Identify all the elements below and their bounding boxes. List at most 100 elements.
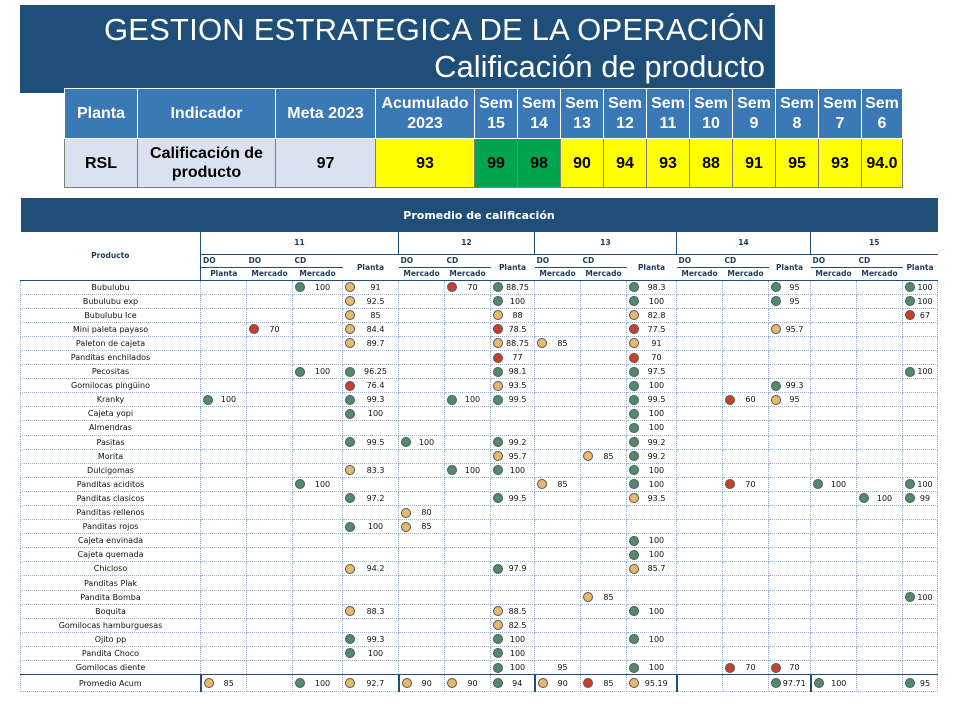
rating-value: 95	[919, 678, 931, 688]
rating-cell	[810, 434, 857, 450]
table-row: Panditas enchilados 77 70	[20, 349, 939, 366]
status-dot-icon	[771, 282, 781, 293]
rating-cell	[676, 561, 723, 577]
rating-value: 80	[421, 508, 432, 518]
rating-cell	[246, 519, 293, 535]
rating-cell	[444, 434, 491, 450]
kpi-header-cell: Indicador	[137, 88, 276, 139]
rating-cell	[626, 575, 677, 591]
rating-cell	[580, 364, 627, 380]
rating-cell	[810, 533, 857, 549]
product-name: Bubulubu	[20, 279, 201, 295]
rating-cell: 94.2	[342, 561, 399, 577]
rating-cell	[246, 504, 293, 521]
status-dot-icon	[295, 479, 305, 490]
rating-cell	[200, 448, 247, 464]
rating-value: 82.5	[508, 620, 527, 630]
table-row: Boquita 88.3 88.5 100	[20, 603, 939, 619]
rating-value: 70	[789, 663, 800, 673]
product-name: Pandita Choco	[20, 645, 201, 662]
rating-cell	[342, 589, 399, 605]
kpi-header-cell: Sem 12	[603, 88, 647, 139]
column-header-top: CD	[580, 254, 627, 268]
rating-cell: 95	[901, 674, 939, 693]
rating-value: 70	[269, 324, 280, 334]
product-name: Cajeta quemada	[20, 547, 201, 563]
rating-cell: 70	[722, 476, 769, 492]
rating-value: 84.4	[366, 324, 385, 334]
rating-cell	[810, 378, 857, 394]
rating-value: 99.5	[647, 395, 666, 405]
rating-cell	[676, 519, 723, 535]
rating-cell	[292, 603, 343, 619]
rating-cell	[901, 420, 939, 436]
status-dot-icon	[629, 408, 639, 419]
product-name: Pandita Bomba	[20, 589, 201, 605]
column-header-sub: Mercado	[444, 267, 491, 281]
rating-value: 67	[919, 310, 931, 320]
rating-cell	[580, 335, 627, 351]
status-dot-icon	[905, 592, 915, 603]
column-header-sub: Mercado	[676, 267, 723, 281]
table-row: Mini paleta payaso 70 84.4 78.5 77.5 95.7	[20, 321, 939, 337]
rating-cell	[398, 307, 445, 323]
rating-cell	[856, 617, 903, 633]
rating-cell	[292, 378, 343, 394]
table-row: Panditas rojos 100 85	[20, 519, 939, 535]
rating-cell	[444, 406, 491, 422]
rating-cell	[292, 490, 343, 507]
status-dot-icon	[629, 310, 639, 321]
rating-cell	[444, 448, 491, 464]
rating-cell	[246, 349, 293, 366]
status-dot-icon	[583, 678, 593, 689]
rating-value: 70	[745, 663, 756, 673]
rating-value: 100	[648, 550, 665, 560]
rating-cell	[292, 307, 343, 323]
column-header-planta: Planta	[902, 254, 938, 281]
rating-value: 100	[418, 437, 435, 447]
rating-cell: 88.5	[490, 603, 535, 619]
rating-cell	[246, 420, 293, 436]
rating-cell: 70	[722, 660, 769, 676]
table-row: Gomilocas diente 100 95 100 70 70	[20, 660, 939, 676]
rating-value: 99.5	[508, 493, 527, 503]
table-row: Gomilocas pingüino 76.4 93.5 100 99.3	[20, 378, 939, 394]
rating-cell: 85	[199, 674, 247, 693]
rating-cell	[722, 631, 769, 647]
rating-value: 85	[421, 522, 432, 532]
rating-cell	[342, 448, 399, 464]
rating-cell	[444, 519, 491, 535]
rating-cell	[292, 392, 343, 408]
rating-cell	[676, 364, 723, 380]
rating-cell	[901, 378, 939, 394]
status-dot-icon	[345, 310, 355, 321]
rating-cell: 100	[490, 293, 535, 309]
rating-value: 95	[789, 282, 800, 292]
rating-cell	[444, 335, 491, 351]
rating-cell	[398, 279, 445, 295]
status-dot-icon	[629, 352, 639, 363]
status-dot-icon	[493, 394, 503, 405]
rating-value: 100	[648, 423, 665, 433]
column-header-top: DO	[246, 254, 293, 268]
rating-value: 100	[831, 678, 847, 688]
rating-cell	[722, 547, 769, 563]
rating-cell	[342, 504, 399, 521]
rating-cell	[768, 617, 811, 633]
rating-cell	[200, 434, 247, 450]
status-dot-icon	[493, 634, 503, 645]
rating-cell: 77	[490, 349, 535, 366]
rating-value: 82.8	[647, 310, 666, 320]
rating-cell	[676, 589, 723, 605]
status-dot-icon	[345, 437, 355, 448]
rating-cell	[856, 335, 903, 351]
rating-cell: 100	[490, 645, 535, 662]
column-header-top: CD	[292, 254, 343, 268]
kpi-value-cell: 94.0	[861, 138, 903, 188]
rating-cell	[856, 392, 903, 408]
column-header-sub: Mercado	[722, 267, 769, 281]
rating-value: 100	[509, 634, 526, 644]
rating-cell	[292, 406, 343, 422]
rating-cell	[534, 519, 581, 535]
rating-cell	[200, 589, 247, 605]
